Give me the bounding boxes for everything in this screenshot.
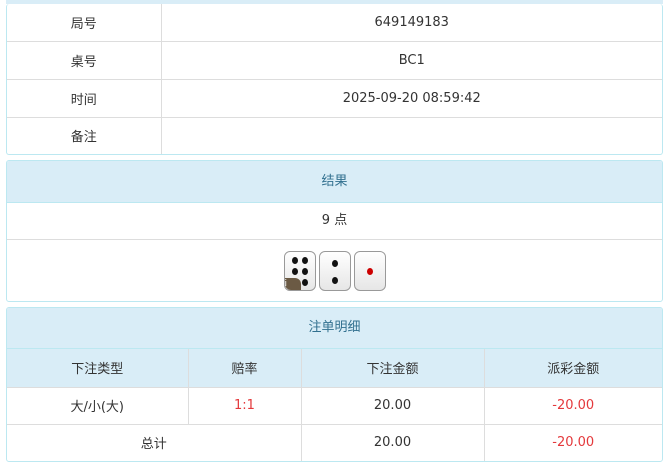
header-payout: 派彩金额 [483, 349, 662, 388]
row-round-id: 局号 649149183 [7, 4, 662, 42]
header-bet-type: 下注类型 [7, 349, 189, 388]
dice-group: i [283, 251, 386, 291]
header-odds: 赔率 [187, 349, 302, 388]
total-row: 总计 20.00 -20.00 [7, 423, 662, 461]
bet-details-title: 注单明细 [7, 308, 662, 349]
result-panel: 结果 9 点 i [6, 160, 663, 302]
value: 2025-09-20 08:59:42 [160, 78, 662, 118]
label: 桌号 [7, 40, 162, 80]
row-table-id: 桌号 BC1 [7, 40, 662, 80]
value: BC1 [160, 40, 662, 80]
value [160, 116, 662, 154]
bet-details-panel: 注单明细 下注类型 赔率 下注金额 派彩金额 大/小(大) 1:1 20.00 … [6, 307, 663, 462]
panel-top-strip [6, 0, 663, 4]
odds: 1:1 [187, 386, 302, 425]
value: 649149183 [160, 4, 662, 42]
result-title: 结果 [7, 161, 662, 203]
round-info-panel: 局号 649149183 桌号 BC1 时间 2025-09-20 08:59:42 … [6, 4, 663, 155]
row-remark: 备注 [7, 116, 662, 154]
bet-type: 大/小(大) [7, 386, 189, 425]
label: 备注 [7, 116, 162, 154]
result-points: 9 点 [7, 203, 662, 240]
label: 时间 [7, 78, 162, 118]
header-bet-amount: 下注金额 [300, 349, 485, 388]
row-time: 时间 2025-09-20 08:59:42 [7, 78, 662, 118]
bet-amount: 20.00 [300, 386, 485, 425]
bet-details-table: 下注类型 赔率 下注金额 派彩金额 大/小(大) 1:1 20.00 -20.0… [7, 349, 662, 461]
round-info-table: 局号 649149183 桌号 BC1 时间 2025-09-20 08:59:42 … [7, 4, 662, 154]
total-label: 总计 [7, 423, 302, 461]
table-header: 下注类型 赔率 下注金额 派彩金额 [7, 349, 662, 388]
die-one [353, 251, 386, 291]
die-two [318, 251, 351, 291]
die-six: i [283, 251, 316, 291]
label: 局号 [7, 4, 162, 42]
table-row: 大/小(大) 1:1 20.00 -20.00 [7, 386, 662, 425]
info-badge-icon[interactable]: i [284, 278, 301, 290]
total-amount: 20.00 [300, 423, 485, 461]
total-payout: -20.00 [483, 423, 662, 461]
payout: -20.00 [483, 386, 662, 425]
